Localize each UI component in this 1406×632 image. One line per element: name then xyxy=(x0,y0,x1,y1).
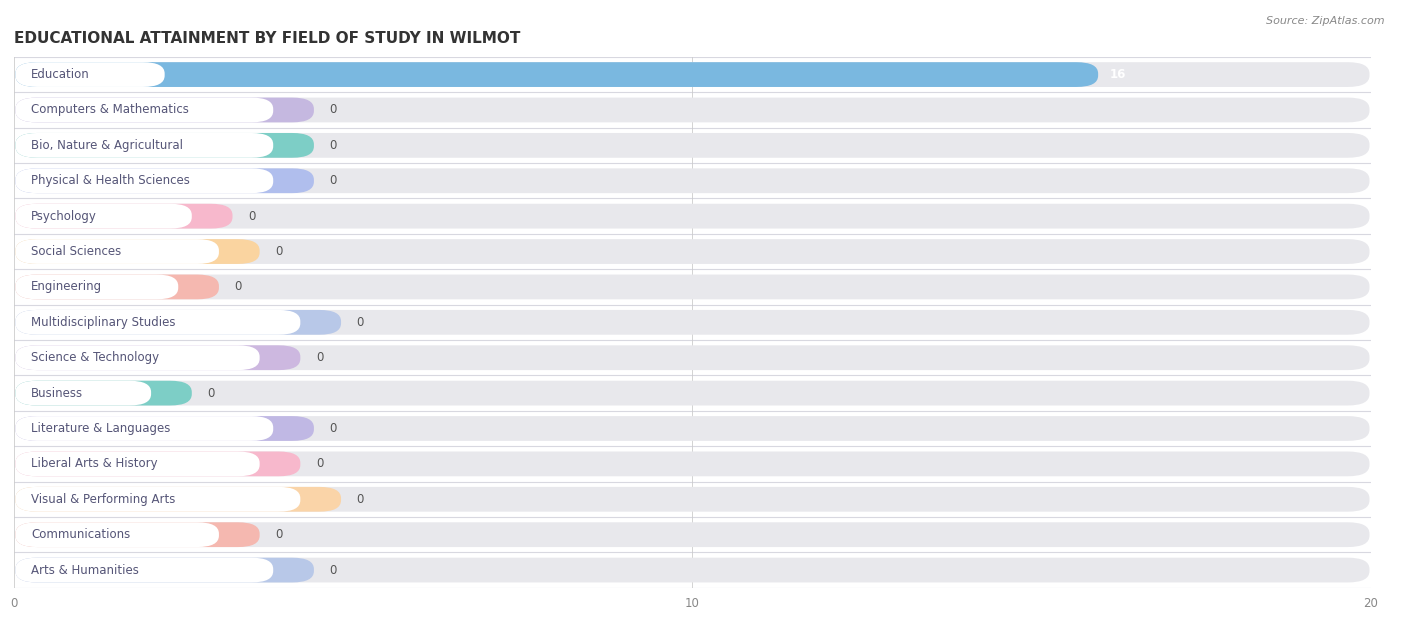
Text: Literature & Languages: Literature & Languages xyxy=(31,422,170,435)
FancyBboxPatch shape xyxy=(15,380,1369,406)
FancyBboxPatch shape xyxy=(15,345,301,370)
Text: 0: 0 xyxy=(329,104,337,116)
Text: 0: 0 xyxy=(329,564,337,576)
FancyBboxPatch shape xyxy=(15,310,1369,335)
Text: 0: 0 xyxy=(247,210,256,222)
FancyBboxPatch shape xyxy=(15,274,1369,300)
Text: 0: 0 xyxy=(235,281,242,293)
Text: Visual & Performing Arts: Visual & Performing Arts xyxy=(31,493,176,506)
FancyBboxPatch shape xyxy=(15,416,273,441)
FancyBboxPatch shape xyxy=(15,62,1098,87)
FancyBboxPatch shape xyxy=(15,239,1369,264)
FancyBboxPatch shape xyxy=(15,557,1369,583)
FancyBboxPatch shape xyxy=(15,62,1369,87)
Text: Physical & Health Sciences: Physical & Health Sciences xyxy=(31,174,190,187)
FancyBboxPatch shape xyxy=(15,133,314,158)
FancyBboxPatch shape xyxy=(15,274,179,300)
Text: Science & Technology: Science & Technology xyxy=(31,351,159,364)
Text: EDUCATIONAL ATTAINMENT BY FIELD OF STUDY IN WILMOT: EDUCATIONAL ATTAINMENT BY FIELD OF STUDY… xyxy=(14,31,520,46)
FancyBboxPatch shape xyxy=(15,416,314,441)
FancyBboxPatch shape xyxy=(15,97,273,123)
FancyBboxPatch shape xyxy=(15,557,314,583)
Text: 0: 0 xyxy=(357,316,364,329)
Text: Business: Business xyxy=(31,387,83,399)
FancyBboxPatch shape xyxy=(15,522,260,547)
FancyBboxPatch shape xyxy=(15,557,273,583)
Text: 16: 16 xyxy=(1109,68,1126,81)
FancyBboxPatch shape xyxy=(15,310,342,335)
FancyBboxPatch shape xyxy=(15,451,260,477)
FancyBboxPatch shape xyxy=(15,168,1369,193)
FancyBboxPatch shape xyxy=(15,97,1369,123)
Text: 0: 0 xyxy=(276,245,283,258)
Text: Multidisciplinary Studies: Multidisciplinary Studies xyxy=(31,316,176,329)
FancyBboxPatch shape xyxy=(15,133,1369,158)
FancyBboxPatch shape xyxy=(15,239,219,264)
Text: Liberal Arts & History: Liberal Arts & History xyxy=(31,458,157,470)
FancyBboxPatch shape xyxy=(15,451,1369,477)
Text: 0: 0 xyxy=(329,174,337,187)
Text: 0: 0 xyxy=(329,139,337,152)
FancyBboxPatch shape xyxy=(15,487,1369,512)
FancyBboxPatch shape xyxy=(15,168,273,193)
FancyBboxPatch shape xyxy=(15,239,260,264)
Text: Engineering: Engineering xyxy=(31,281,103,293)
FancyBboxPatch shape xyxy=(15,522,1369,547)
FancyBboxPatch shape xyxy=(15,487,301,512)
FancyBboxPatch shape xyxy=(15,345,1369,370)
FancyBboxPatch shape xyxy=(15,380,191,406)
Text: 0: 0 xyxy=(276,528,283,541)
Text: 0: 0 xyxy=(329,422,337,435)
FancyBboxPatch shape xyxy=(15,204,232,229)
Text: Psychology: Psychology xyxy=(31,210,97,222)
Text: Arts & Humanities: Arts & Humanities xyxy=(31,564,139,576)
Text: Bio, Nature & Agricultural: Bio, Nature & Agricultural xyxy=(31,139,183,152)
FancyBboxPatch shape xyxy=(15,522,219,547)
FancyBboxPatch shape xyxy=(15,133,273,158)
FancyBboxPatch shape xyxy=(15,62,165,87)
FancyBboxPatch shape xyxy=(15,97,314,123)
Text: Computers & Mathematics: Computers & Mathematics xyxy=(31,104,188,116)
Text: Communications: Communications xyxy=(31,528,131,541)
Text: 0: 0 xyxy=(357,493,364,506)
Text: 0: 0 xyxy=(316,458,323,470)
FancyBboxPatch shape xyxy=(15,451,301,477)
Text: Social Sciences: Social Sciences xyxy=(31,245,121,258)
FancyBboxPatch shape xyxy=(15,416,1369,441)
FancyBboxPatch shape xyxy=(15,310,301,335)
FancyBboxPatch shape xyxy=(15,380,150,406)
FancyBboxPatch shape xyxy=(15,274,219,300)
FancyBboxPatch shape xyxy=(15,204,1369,229)
FancyBboxPatch shape xyxy=(15,204,191,229)
Text: 0: 0 xyxy=(316,351,323,364)
Text: Source: ZipAtlas.com: Source: ZipAtlas.com xyxy=(1267,16,1385,26)
Text: Education: Education xyxy=(31,68,90,81)
FancyBboxPatch shape xyxy=(15,487,342,512)
FancyBboxPatch shape xyxy=(15,345,260,370)
FancyBboxPatch shape xyxy=(15,168,314,193)
Text: 0: 0 xyxy=(208,387,215,399)
